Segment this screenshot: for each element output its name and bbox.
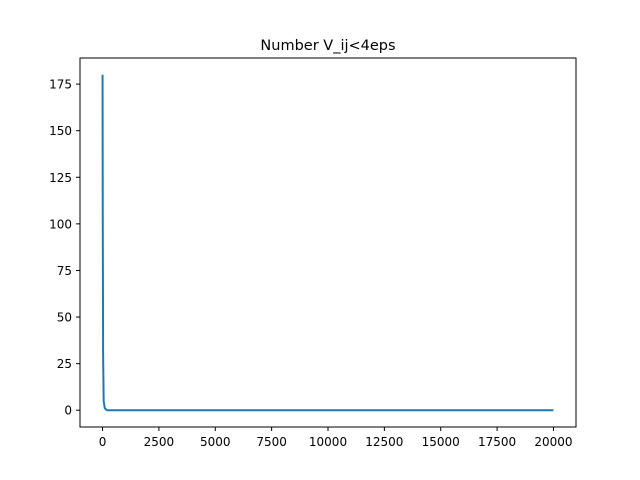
y-tick-label: 150 — [49, 124, 72, 138]
x-tick-label: 15000 — [422, 435, 460, 449]
y-tick-label: 25 — [57, 357, 72, 371]
y-tick-label: 125 — [49, 171, 72, 185]
y-tick-label: 0 — [64, 404, 72, 418]
x-tick-label: 2500 — [144, 435, 175, 449]
x-tick-label: 5000 — [200, 435, 231, 449]
y-tick-label: 100 — [49, 217, 72, 231]
axes: 0 2500 5000 7500 10000 12500 15000 17500 20000 0 2… — [49, 57, 577, 449]
y-tick-label: 175 — [49, 78, 72, 92]
x-tick-label: 20000 — [534, 435, 572, 449]
y-tick-label: 50 — [57, 311, 72, 325]
plot-area — [101, 74, 554, 412]
chart-title: Number V_ij<4eps — [260, 38, 395, 54]
x-tick-label: 7500 — [256, 435, 287, 449]
series-line-0 — [101, 74, 554, 412]
x-tick-label: 12500 — [365, 435, 403, 449]
x-tick-label: 17500 — [478, 435, 516, 449]
x-tick-label: 10000 — [309, 435, 347, 449]
y-tick-label: 75 — [57, 264, 72, 278]
x-tick-label: 0 — [99, 435, 107, 449]
